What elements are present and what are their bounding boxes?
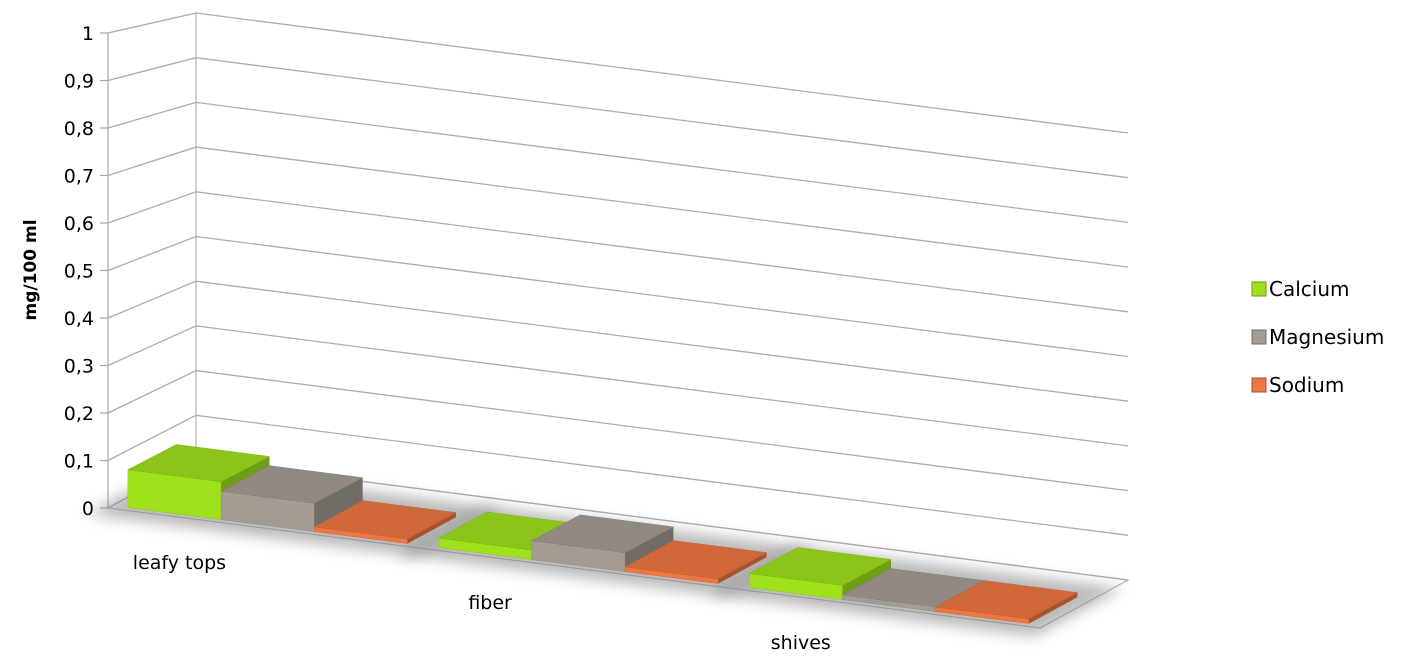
legend-item: Calcium <box>1251 277 1350 301</box>
bar-side <box>407 512 456 544</box>
x-category-label: leafy tops <box>133 552 226 574</box>
y-tick-label: 1 <box>82 23 94 45</box>
gridline <box>107 369 1129 492</box>
legend-item: Sodium <box>1251 373 1344 397</box>
bar-top <box>530 514 675 553</box>
bar-side <box>314 477 363 532</box>
legend-label: Magnesium <box>1269 325 1384 349</box>
y-tick-label: 0,2 <box>64 403 94 425</box>
bar-top <box>934 580 1079 620</box>
legend-label: Calcium <box>1269 277 1350 301</box>
gridline <box>107 12 1129 134</box>
y-tick-label: 0,9 <box>64 71 94 93</box>
bar-top <box>748 547 892 586</box>
gridlines <box>107 12 1129 581</box>
bar <box>220 465 364 532</box>
legend-swatch <box>1251 281 1267 297</box>
y-tick-label: 0 <box>82 498 94 520</box>
y-tick-label: 0,7 <box>64 166 94 188</box>
bar-top <box>220 465 364 504</box>
y-axis-ticks: 0 0,1 0,2 0,3 0,4 0,5 0,6 0,7 0,8 0,9 1 <box>64 23 108 520</box>
y-tick-label: 0,1 <box>64 451 94 473</box>
legend: Calcium Magnesium Sodium <box>1251 277 1384 397</box>
x-axis-categories: leafy tops fiber shives <box>133 552 831 654</box>
legend-swatch <box>1251 377 1267 393</box>
gridline <box>107 235 1129 358</box>
gridline <box>107 146 1129 268</box>
y-tick-label: 0,5 <box>64 261 94 283</box>
bar <box>313 500 457 544</box>
gridline <box>107 191 1129 313</box>
y-tick-label: 0,8 <box>64 118 94 140</box>
bars <box>127 444 1079 624</box>
y-tick-label: 0,3 <box>64 356 94 378</box>
bar <box>934 580 1079 624</box>
gridline <box>107 101 1129 224</box>
x-category-label: fiber <box>468 592 512 614</box>
gridline <box>107 280 1129 402</box>
y-axis-label: mg/100 ml <box>21 219 41 320</box>
bar <box>127 444 271 520</box>
y-tick-label: 0,6 <box>64 213 94 235</box>
bar-top <box>624 540 768 580</box>
legend-label: Sodium <box>1269 373 1344 397</box>
gridline <box>107 325 1129 447</box>
x-category-label: shives <box>771 632 831 654</box>
bar <box>624 540 768 584</box>
gridline <box>107 414 1129 536</box>
bar-top <box>127 444 271 482</box>
bar-side <box>1028 592 1078 624</box>
legend-item: Magnesium <box>1251 325 1384 349</box>
y-tick-label: 0,4 <box>64 308 94 330</box>
legend-swatch <box>1251 329 1267 345</box>
gridline <box>107 57 1129 179</box>
bar-side <box>718 552 767 584</box>
bar-top <box>313 500 457 540</box>
